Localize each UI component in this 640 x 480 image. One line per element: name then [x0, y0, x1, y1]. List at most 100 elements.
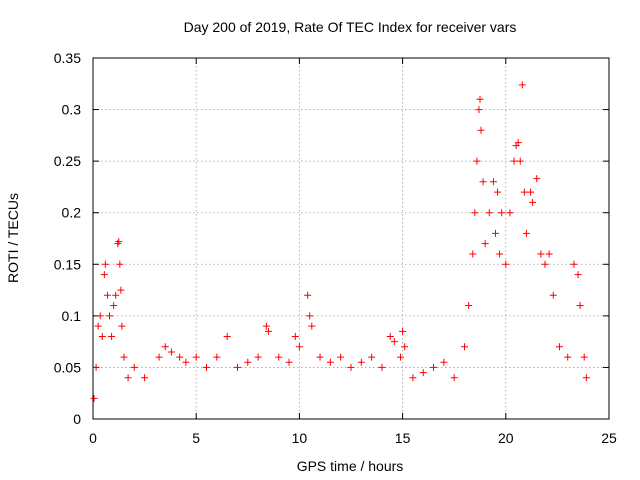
data-point — [357, 358, 365, 366]
x-tick-label: 15 — [395, 430, 411, 446]
data-point — [461, 343, 469, 351]
data-point — [570, 260, 578, 268]
data-point — [477, 126, 485, 134]
data-point — [116, 260, 124, 268]
y-tick-label: 0.2 — [62, 205, 82, 221]
data-point — [368, 353, 376, 361]
data-point — [223, 332, 231, 340]
x-axis-label: GPS time / hours — [297, 458, 404, 474]
data-point — [430, 363, 438, 371]
data-point — [244, 358, 252, 366]
data-point — [496, 250, 504, 258]
data-point — [518, 81, 526, 89]
data-point — [101, 260, 109, 268]
plot-frame — [92, 57, 610, 420]
x-tick-label: 0 — [89, 430, 97, 446]
data-point — [564, 353, 572, 361]
data-point — [112, 291, 120, 299]
data-point — [386, 332, 394, 340]
y-tick-label: 0.1 — [62, 308, 82, 324]
data-point — [419, 369, 427, 377]
data-point — [192, 353, 200, 361]
data-point — [494, 188, 502, 196]
data-point — [473, 157, 481, 165]
data-points — [90, 81, 590, 402]
data-point — [264, 327, 272, 335]
data-point — [510, 157, 518, 165]
data-point — [285, 358, 293, 366]
data-point — [390, 338, 398, 346]
data-point — [306, 312, 314, 320]
data-point — [479, 178, 487, 186]
y-tick-label: 0.25 — [54, 153, 81, 169]
data-point — [485, 209, 493, 217]
data-point — [506, 209, 514, 217]
data-point — [94, 322, 102, 330]
chart-title: Day 200 of 2019, Rate Of TEC Index for r… — [184, 19, 517, 35]
data-point — [337, 353, 345, 361]
x-tick-label: 20 — [498, 430, 514, 446]
data-point — [549, 291, 557, 299]
data-point — [582, 374, 590, 382]
y-tick-label: 0 — [73, 411, 81, 427]
data-point — [397, 353, 405, 361]
data-point — [167, 348, 175, 356]
data-point — [516, 157, 524, 165]
data-point — [110, 302, 118, 310]
data-point — [555, 343, 563, 351]
data-point — [308, 322, 316, 330]
x-tick-label: 10 — [292, 430, 308, 446]
y-axis-label: ROTI / TECUs — [5, 193, 21, 283]
data-point — [529, 198, 537, 206]
data-point — [203, 363, 211, 371]
data-point — [141, 374, 149, 382]
data-point — [295, 343, 303, 351]
data-point — [100, 271, 108, 279]
data-point — [522, 229, 530, 237]
data-point — [347, 363, 355, 371]
data-point — [118, 322, 126, 330]
data-point — [182, 358, 190, 366]
data-point — [520, 188, 528, 196]
data-point — [120, 353, 128, 361]
data-point — [130, 363, 138, 371]
x-tick-label: 5 — [192, 430, 200, 446]
data-point — [409, 374, 417, 382]
data-point — [481, 240, 489, 248]
data-point — [489, 178, 497, 186]
data-point — [262, 322, 270, 330]
data-point — [541, 260, 549, 268]
data-point — [440, 358, 448, 366]
y-tick-label: 0.15 — [54, 256, 81, 272]
data-point — [96, 312, 104, 320]
data-point — [514, 139, 522, 147]
data-point — [98, 332, 106, 340]
data-point — [527, 188, 535, 196]
data-point — [90, 394, 98, 402]
y-tick-label: 0.05 — [54, 359, 81, 375]
data-point — [316, 353, 324, 361]
x-tick-label: 25 — [601, 430, 617, 446]
data-point — [124, 374, 132, 382]
data-point — [574, 271, 582, 279]
data-point — [155, 353, 163, 361]
y-tick-label: 0.3 — [62, 102, 82, 118]
data-point — [450, 374, 458, 382]
data-point — [254, 353, 262, 361]
data-point — [399, 327, 407, 335]
data-point — [498, 209, 506, 217]
data-point — [106, 312, 114, 320]
x-tick-labels: 0 5 10 15 20 25 — [89, 430, 617, 446]
y-tick-label: 0.35 — [54, 50, 81, 66]
data-point — [545, 250, 553, 258]
data-point — [103, 291, 111, 299]
data-point — [475, 106, 483, 114]
data-point — [326, 358, 334, 366]
data-point — [115, 238, 123, 246]
data-point — [580, 353, 588, 361]
data-point — [213, 353, 221, 361]
data-point — [304, 291, 312, 299]
data-point — [108, 332, 116, 340]
data-point — [491, 229, 499, 237]
data-point — [465, 302, 473, 310]
